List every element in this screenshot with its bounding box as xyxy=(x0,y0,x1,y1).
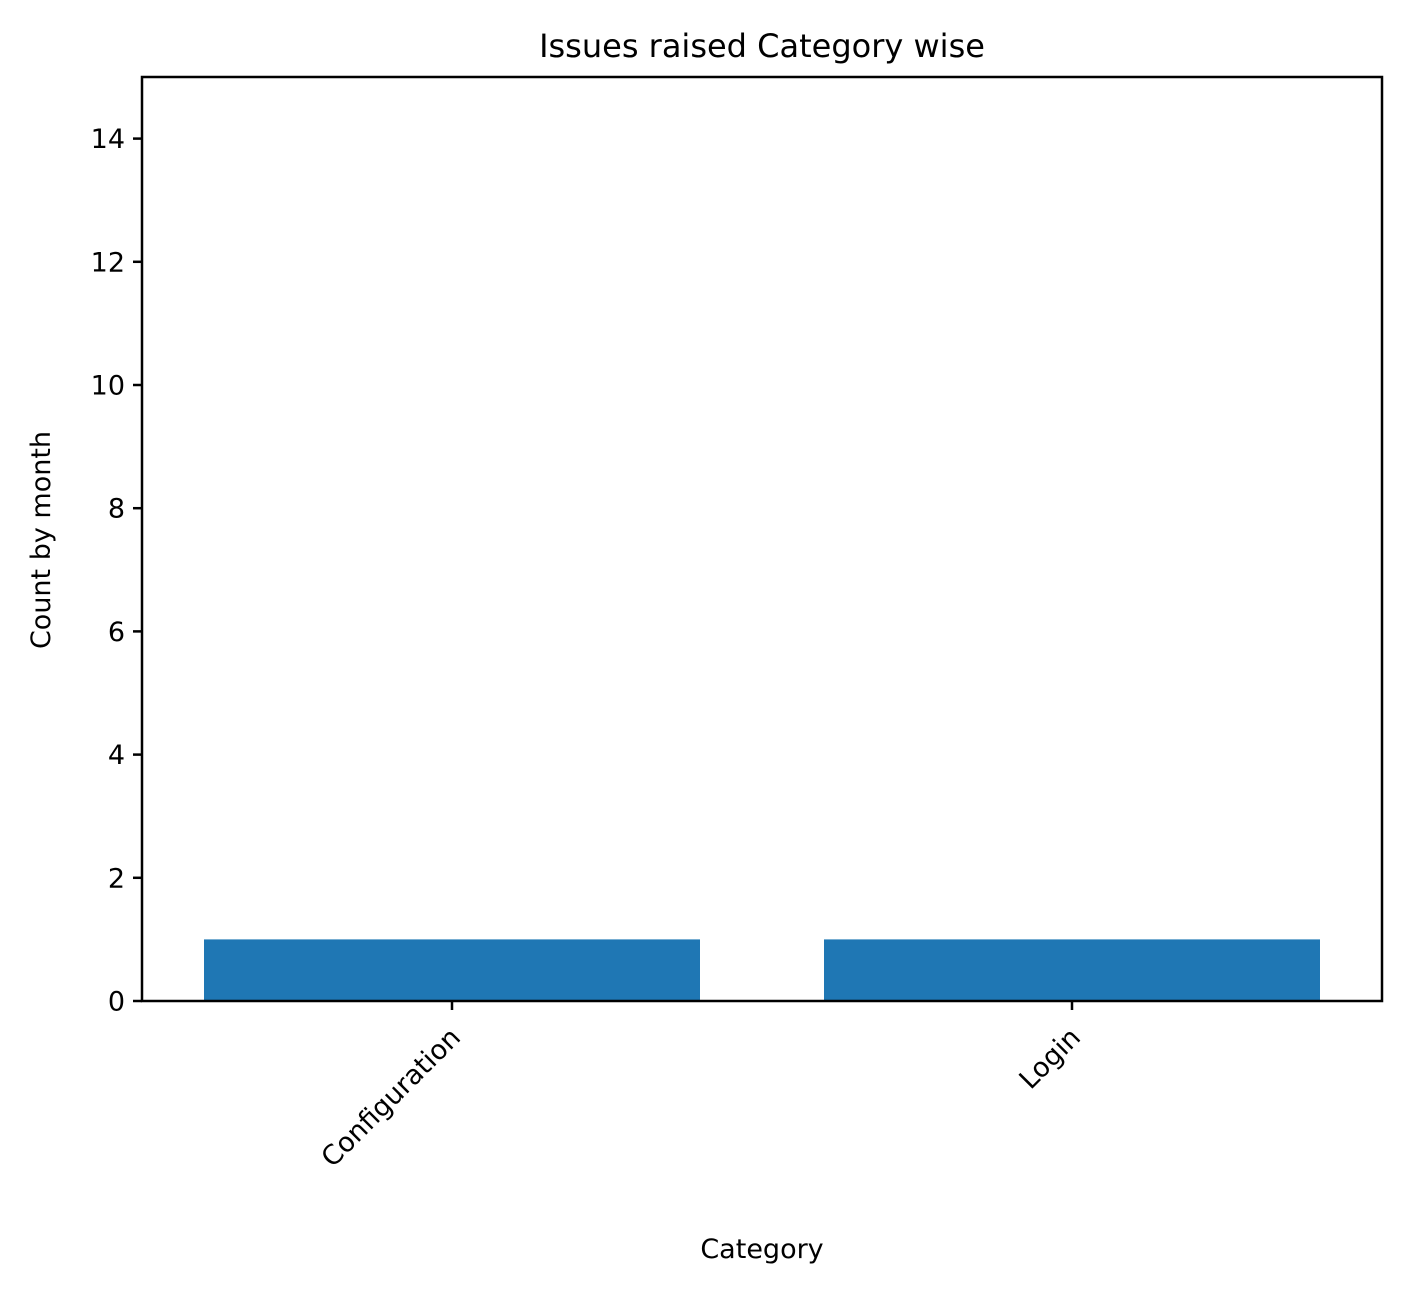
y-tick-label-8: 8 xyxy=(108,494,125,525)
plot-area: 0 2 4 6 8 10 12 14 Configuration Login xyxy=(91,75,1384,1173)
bar-configuration xyxy=(204,939,700,1001)
y-tick-label-2: 2 xyxy=(108,863,125,894)
y-axis-label: Count by month xyxy=(26,431,57,649)
plot-frame xyxy=(140,75,1384,1003)
chart-title: Issues raised Category wise xyxy=(539,27,985,65)
y-tick-label-10: 10 xyxy=(91,371,125,402)
y-tick-label-0: 0 xyxy=(108,987,125,1018)
y-tick-label-6: 6 xyxy=(108,617,125,648)
bar-login xyxy=(824,939,1320,1001)
y-tick-label-12: 12 xyxy=(91,247,125,278)
x-axis-label: Category xyxy=(700,1234,823,1265)
y-tick-label-4: 4 xyxy=(108,740,125,771)
y-tick-label-14: 14 xyxy=(91,124,125,155)
x-tick-label-login: Login xyxy=(1014,1022,1087,1095)
x-tick-label-configuration: Configuration xyxy=(316,1022,467,1173)
